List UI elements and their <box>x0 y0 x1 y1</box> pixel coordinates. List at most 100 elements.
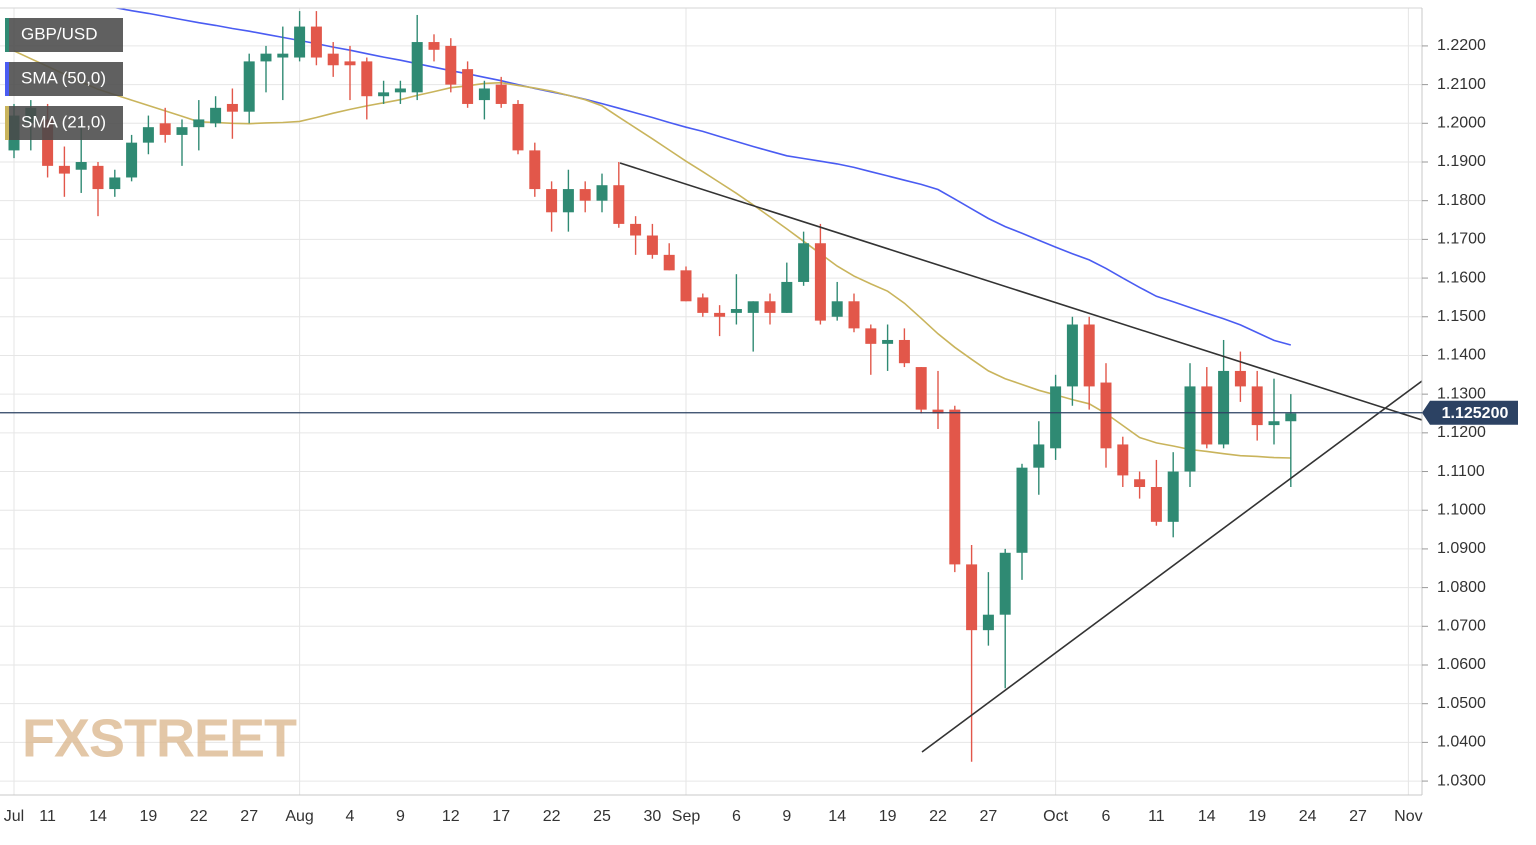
candle-body <box>75 161 87 170</box>
x-tick-label: 30 <box>644 808 662 825</box>
candle-body <box>394 88 406 93</box>
legend: GBP/USD SMA (50,0) SMA (21,0) <box>5 18 123 140</box>
candle-body <box>1100 382 1112 449</box>
x-tick-label: 27 <box>980 808 998 825</box>
candle-body <box>982 614 994 631</box>
candle-body <box>865 328 877 344</box>
y-tick-label: 1.0900 <box>1437 540 1486 557</box>
candle-body <box>1167 471 1179 522</box>
y-tick-label: 1.2100 <box>1437 76 1486 93</box>
candle-body <box>966 564 978 631</box>
candle-body <box>630 223 642 236</box>
y-tick-label: 1.1400 <box>1437 347 1486 364</box>
candle-body <box>949 409 961 565</box>
watermark: FXSTREET <box>22 708 297 768</box>
candle-body <box>361 61 373 97</box>
legend-box <box>5 18 123 52</box>
legend-label: SMA (21,0) <box>21 112 106 131</box>
candle-body <box>680 270 692 302</box>
resistance-trendline <box>619 162 1422 421</box>
candle-body <box>1134 479 1146 488</box>
candle-body <box>512 103 524 151</box>
candle-body <box>730 309 742 313</box>
x-tick-label: Nov <box>1394 808 1422 825</box>
y-tick-label: 1.0700 <box>1437 618 1486 635</box>
candle-body <box>747 301 759 313</box>
y-tick-label: 1.0800 <box>1437 579 1486 596</box>
candle-body <box>428 42 440 50</box>
legend-label: SMA (50,0) <box>21 68 106 87</box>
x-tick-label: 4 <box>346 808 355 825</box>
x-tick-label: 17 <box>492 808 510 825</box>
candle-body <box>562 189 574 213</box>
x-tick-label: 14 <box>828 808 846 825</box>
y-tick-label: 1.1700 <box>1437 231 1486 248</box>
x-tick-label: 11 <box>1148 808 1165 825</box>
x-tick-label: 27 <box>1349 808 1367 825</box>
candle-body <box>210 107 222 124</box>
legend-swatch <box>5 106 9 140</box>
candle-body <box>277 53 289 58</box>
candle-body <box>378 92 390 97</box>
legend-swatch <box>5 18 9 52</box>
x-tick-label: 19 <box>1248 808 1266 825</box>
y-tick-label: 1.0600 <box>1437 656 1486 673</box>
candle-body <box>109 177 121 190</box>
y-tick-label: 1.1800 <box>1437 192 1486 209</box>
x-tick-label: Jul <box>4 808 24 825</box>
candle-body <box>1234 370 1246 387</box>
trendlines <box>619 162 1422 753</box>
candle-body <box>613 185 625 224</box>
candle-body <box>1251 386 1263 426</box>
x-tick-label: 9 <box>782 808 791 825</box>
x-tick-label: 22 <box>543 808 561 825</box>
y-tick-label: 1.1000 <box>1437 501 1486 518</box>
x-tick-label: Oct <box>1043 808 1068 825</box>
candle-body <box>226 103 238 112</box>
y-tick-label: 1.1900 <box>1437 153 1486 170</box>
x-tick-label: 11 <box>39 808 56 825</box>
x-tick-label: 25 <box>593 808 611 825</box>
x-tick-label: 14 <box>89 808 107 825</box>
candle-body <box>243 61 255 112</box>
axes: 1.0300 1.0400 1.0500 1.0600 1.0700 1.0800 1.09… <box>4 37 1486 825</box>
x-tick-label: 6 <box>732 808 741 825</box>
candle-body <box>58 165 70 174</box>
last-price: 1.125200 <box>0 400 1518 425</box>
candle-body <box>999 552 1011 615</box>
y-tick-label: 1.0400 <box>1437 734 1486 751</box>
candle-body <box>714 312 726 317</box>
candle-body <box>445 45 457 85</box>
candle-body <box>310 26 322 58</box>
candle-body <box>915 367 927 410</box>
x-tick-label: 14 <box>1198 808 1216 825</box>
legend-box <box>5 106 123 140</box>
candle-body <box>411 42 423 93</box>
candle-body <box>42 119 54 166</box>
candle-body <box>1285 413 1297 422</box>
candle-body <box>1268 421 1280 426</box>
y-tick-label: 1.1500 <box>1437 308 1486 325</box>
candle-body <box>462 69 474 104</box>
legend-swatch <box>5 62 9 96</box>
y-tick-label: 1.2200 <box>1437 37 1486 54</box>
x-tick-label: Sep <box>672 808 701 825</box>
support-trendline <box>921 380 1422 753</box>
x-tick-label: 9 <box>396 808 405 825</box>
candle-body <box>831 301 843 317</box>
candle-body <box>663 254 675 271</box>
x-tick-label: 12 <box>442 808 460 825</box>
x-tick-label: 27 <box>240 808 258 825</box>
y-tick-label: 1.0500 <box>1437 695 1486 712</box>
candle-body <box>646 235 658 255</box>
candle-body <box>495 84 507 104</box>
candle-body <box>798 243 810 282</box>
candle-body <box>1150 487 1162 522</box>
candle-body <box>529 150 541 190</box>
x-tick-label: 22 <box>190 808 208 825</box>
x-tick-label: Aug <box>285 808 313 825</box>
y-tick-label: 1.1200 <box>1437 424 1486 441</box>
x-tick-label: 22 <box>929 808 947 825</box>
